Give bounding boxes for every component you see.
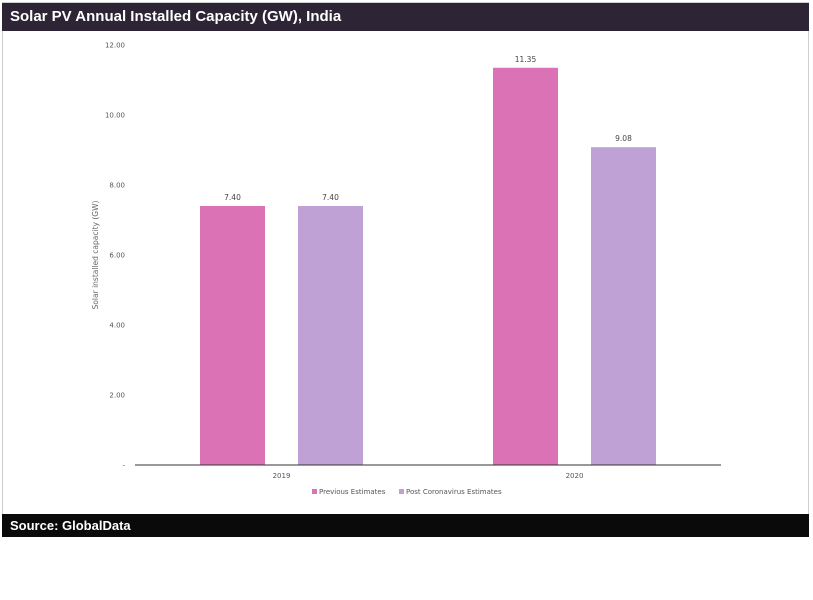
y-tick-label: 10.00	[105, 112, 125, 120]
legend-swatch	[399, 489, 404, 494]
legend: Previous Estimates Post Coronavirus Estim…	[312, 488, 502, 496]
data-labels: 7.40 7.40 11.35 9.08	[224, 55, 632, 202]
y-tick-label: 12.00	[105, 42, 125, 50]
data-label: 11.35	[515, 55, 537, 64]
data-label: 7.40	[224, 193, 241, 202]
x-axis-ticks: 2019 2020	[273, 472, 584, 480]
bars	[200, 67, 656, 465]
y-tick-label: 6.00	[109, 252, 125, 260]
legend-label: Post Coronavirus Estimates	[406, 488, 502, 496]
source-note: Source: GlobalData	[2, 514, 809, 537]
y-tick-label: 8.00	[109, 182, 125, 190]
legend-label: Previous Estimates	[319, 488, 386, 496]
y-tick-label: 2.00	[109, 392, 125, 400]
y-tick-label: 4.00	[109, 322, 125, 330]
chart-frame	[2, 2, 809, 537]
legend-swatch	[312, 489, 317, 494]
chart-title: Solar PV Annual Installed Capacity (GW),…	[2, 3, 809, 31]
data-label: 9.08	[615, 134, 632, 143]
bar	[298, 206, 363, 465]
y-tick-label: -	[122, 462, 125, 470]
bar	[591, 147, 656, 465]
bar	[493, 67, 558, 465]
x-tick-label: 2020	[566, 472, 584, 480]
x-tick-label: 2019	[273, 472, 291, 480]
y-axis-label: Solar installed capacity (GW)	[91, 201, 100, 310]
bar	[200, 206, 265, 465]
y-axis-ticks: - 2.00 4.00 6.00 8.00 10.00 12.00	[105, 42, 126, 470]
data-label: 7.40	[322, 193, 339, 202]
